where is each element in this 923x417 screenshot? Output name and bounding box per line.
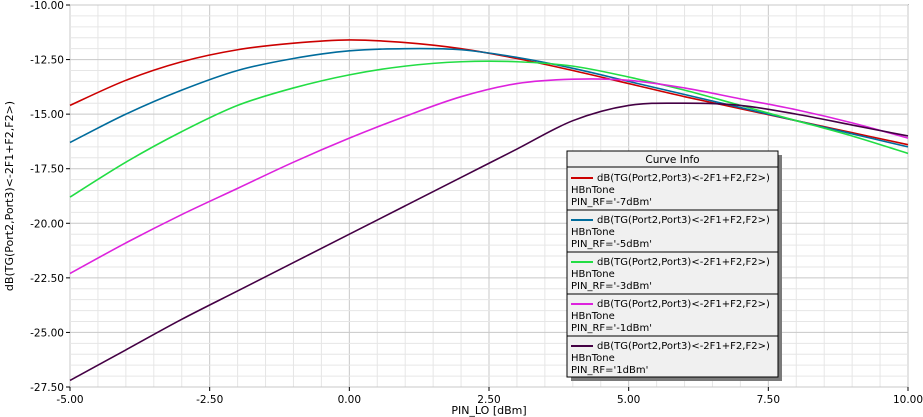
x-tick-label: 2.50 xyxy=(477,394,500,406)
x-axis-label: PIN_LO [dBm] xyxy=(451,404,526,417)
series-line-4 xyxy=(69,78,909,275)
legend-series-dataset: HBnTone xyxy=(571,269,615,280)
legend[interactable]: Curve Info dB(TG(Port2,Port3)<-2F1+F2,F2>… xyxy=(566,150,782,381)
y-tick-label: -10.00 xyxy=(30,0,64,12)
tick-labels: -5.00 -2.50 0.00 2.50 5.00 7.50 10.00 -10.00 -12… xyxy=(30,0,923,406)
legend-series-dataset: HBnTone xyxy=(571,227,615,238)
legend-series-param: PIN_RF='-5dBm' xyxy=(571,239,652,250)
legend-box xyxy=(566,150,779,378)
legend-title: Curve Info xyxy=(645,154,699,166)
legend-series-dataset: HBnTone xyxy=(571,353,615,364)
x-tick-label: -2.50 xyxy=(196,394,223,406)
y-tick-label: -17.50 xyxy=(30,164,64,176)
x-tick-label: -5.00 xyxy=(56,394,83,406)
legend-series-dataset: HBnTone xyxy=(571,185,615,196)
legend-series-name: dB(TG(Port2,Port3)<-2F1+F2,F2>) xyxy=(597,257,770,268)
y-tick-label: -20.00 xyxy=(30,218,64,230)
x-tick-label: 10.00 xyxy=(893,394,923,406)
x-tick-label: 5.00 xyxy=(617,394,640,406)
y-tick-label: -12.50 xyxy=(30,55,64,67)
legend-series-param: PIN_RF='-1dBm' xyxy=(571,323,652,334)
legend-series-name: dB(TG(Port2,Port3)<-2F1+F2,F2>) xyxy=(597,173,770,184)
y-tick-label: -25.00 xyxy=(30,327,64,339)
legend-series-param: PIN_RF='-7dBm' xyxy=(571,197,652,208)
legend-series-param: PIN_RF='-3dBm' xyxy=(571,281,652,292)
y-tick-label: -27.50 xyxy=(30,382,64,394)
y-tick-label: -22.50 xyxy=(30,273,64,285)
series-lines xyxy=(69,39,909,382)
x-tick-label: 7.50 xyxy=(757,394,780,406)
y-tick-label: -15.00 xyxy=(30,109,64,121)
y-axis-label: dB(TG(Port2,Port3)<-2F1+F2,F2>) xyxy=(3,101,16,291)
legend-series-name: dB(TG(Port2,Port3)<-2F1+F2,F2>) xyxy=(597,341,770,352)
series-line-3 xyxy=(69,60,909,198)
series-line-5 xyxy=(69,102,909,382)
legend-series-name: dB(TG(Port2,Port3)<-2F1+F2,F2>) xyxy=(597,215,770,226)
legend-series-dataset: HBnTone xyxy=(571,311,615,322)
legend-series-name: dB(TG(Port2,Port3)<-2F1+F2,F2>) xyxy=(597,299,770,310)
series-line-2 xyxy=(69,47,909,148)
legend-series-param: PIN_RF='1dBm' xyxy=(571,365,648,376)
x-tick-label: 0.00 xyxy=(338,394,361,406)
